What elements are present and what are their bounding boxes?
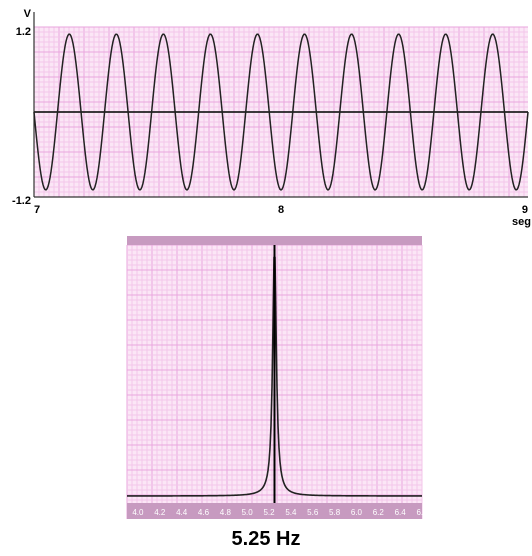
x-tick-label: 7 — [34, 204, 40, 216]
spectrum-tick-labels: 4.0 4.2 4.4 4.6 4.8 5.0 5.2 5.4 5.6 5.8 6.0 6.2 6.4 6… — [132, 508, 428, 517]
x-tick-label: 5.8 — [329, 508, 341, 517]
spectrum-chart: 4.0 4.2 4.4 4.6 4.8 5.0 5.2 5.4 5.6 5.8 6.0 6.2 6.4 6… — [126, 236, 428, 519]
x-tick-label: 4.8 — [220, 508, 232, 517]
x-tick-label: 4.4 — [176, 508, 188, 517]
y-axis-label: V — [24, 8, 32, 20]
x-tick-label: 6.0 — [351, 508, 363, 517]
y-tick-label-max: 1.2 — [16, 26, 31, 38]
x-tick-label: 4.2 — [154, 508, 166, 517]
x-tick-label: 5.0 — [242, 508, 254, 517]
x-axis-label: seg — [512, 216, 531, 228]
x-tick-label: 5.6 — [307, 508, 319, 517]
x-tick-label: 5.2 — [263, 508, 275, 517]
x-tick-label: 6.6 — [416, 508, 428, 517]
time-chart: V 1.2 -1.2 7 8 9 seg — [12, 8, 531, 228]
spectrum-title-band — [127, 236, 422, 245]
x-tick-label: 8 — [278, 204, 284, 216]
x-tick-label: 5.4 — [285, 508, 297, 517]
x-tick-label: 9 — [522, 204, 528, 216]
series-sine-wave — [33, 33, 529, 191]
y-tick-label-min: -1.2 — [12, 195, 31, 207]
x-tick-label: 4.6 — [198, 508, 210, 517]
x-tick-label: 4.0 — [132, 508, 144, 517]
x-tick-label: 6.2 — [373, 508, 385, 517]
spectrum-frequency-band — [127, 503, 422, 519]
peak-frequency-caption: 5.25 Hz — [231, 528, 301, 550]
x-tick-label: 6.4 — [395, 508, 407, 517]
